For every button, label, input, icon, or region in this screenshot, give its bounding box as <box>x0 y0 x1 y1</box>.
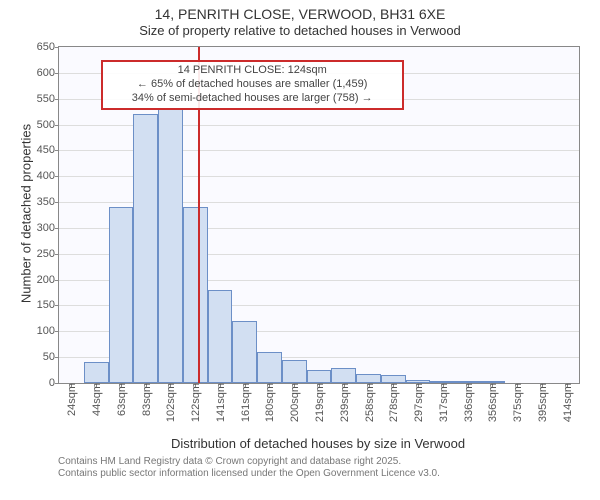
chart-heading: 14, PENRITH CLOSE, VERWOOD, BH31 6XE Siz… <box>0 0 600 38</box>
xtick-label: 102sqm <box>163 383 177 422</box>
ytick-label: 550 <box>37 93 59 105</box>
xtick-label: 141sqm <box>213 383 227 422</box>
xtick-label: 161sqm <box>238 383 252 422</box>
ytick-label: 200 <box>37 274 59 286</box>
xtick-label: 375sqm <box>510 383 524 422</box>
bar <box>232 321 257 383</box>
bar <box>208 290 233 383</box>
bar <box>282 360 307 383</box>
plot-area: 0501001502002503003504004505005506006502… <box>58 46 580 384</box>
xtick-label: 395sqm <box>535 383 549 422</box>
xtick-label: 317sqm <box>436 383 450 422</box>
ytick-label: 50 <box>43 351 59 363</box>
ytick-label: 150 <box>37 299 59 311</box>
xtick-label: 180sqm <box>262 383 276 422</box>
annotation-line: ← 65% of detached houses are smaller (1,… <box>107 78 398 92</box>
annotation-box: 14 PENRITH CLOSE: 124sqm← 65% of detache… <box>101 60 404 109</box>
xtick-label: 44sqm <box>89 383 103 416</box>
footer-line1: Contains HM Land Registry data © Crown c… <box>58 456 440 468</box>
footer-line2: Contains public sector information licen… <box>58 468 440 480</box>
chart-container: 14, PENRITH CLOSE, VERWOOD, BH31 6XE Siz… <box>0 0 600 500</box>
xtick-label: 297sqm <box>411 383 425 422</box>
annotation-line: 34% of semi-detached houses are larger (… <box>107 92 398 106</box>
y-axis-label: Number of detached properties <box>19 104 34 324</box>
xtick-label: 414sqm <box>560 383 574 422</box>
ytick-label: 0 <box>49 377 59 389</box>
chart-title-line1: 14, PENRITH CLOSE, VERWOOD, BH31 6XE <box>0 0 600 23</box>
bar <box>356 374 381 383</box>
bar <box>183 207 208 383</box>
ytick-label: 500 <box>37 119 59 131</box>
bar <box>257 352 282 383</box>
ytick-label: 400 <box>37 170 59 182</box>
attribution-footer: Contains HM Land Registry data © Crown c… <box>58 456 440 480</box>
xtick-label: 63sqm <box>114 383 128 416</box>
xtick-label: 83sqm <box>139 383 153 416</box>
bar <box>109 207 134 383</box>
ytick-label: 250 <box>37 248 59 260</box>
xtick-label: 336sqm <box>461 383 475 422</box>
xtick-label: 356sqm <box>485 383 499 422</box>
chart-title-line2: Size of property relative to detached ho… <box>0 23 600 39</box>
ytick-label: 650 <box>37 41 59 53</box>
bar <box>84 362 109 383</box>
bar <box>158 109 183 383</box>
xtick-label: 219sqm <box>312 383 326 422</box>
xtick-label: 239sqm <box>337 383 351 422</box>
xtick-label: 258sqm <box>362 383 376 422</box>
bar <box>331 368 356 384</box>
ytick-label: 600 <box>37 67 59 79</box>
ytick-label: 100 <box>37 325 59 337</box>
bar <box>133 114 158 383</box>
xtick-label: 200sqm <box>287 383 301 422</box>
annotation-line: 14 PENRITH CLOSE: 124sqm <box>107 64 398 78</box>
ytick-label: 350 <box>37 196 59 208</box>
xtick-label: 278sqm <box>386 383 400 422</box>
bar <box>381 375 406 383</box>
ytick-label: 300 <box>37 222 59 234</box>
ytick-label: 450 <box>37 144 59 156</box>
x-axis-label: Distribution of detached houses by size … <box>58 436 578 451</box>
xtick-label: 24sqm <box>64 383 78 416</box>
bar <box>307 370 332 383</box>
xtick-label: 122sqm <box>188 383 202 422</box>
